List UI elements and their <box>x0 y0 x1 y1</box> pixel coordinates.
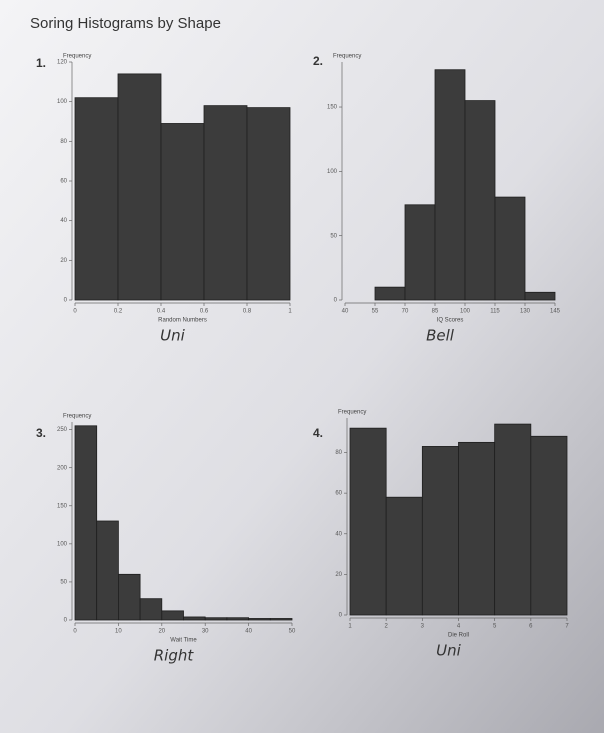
y-axis-label: Frequency <box>338 410 366 416</box>
y-tick-label: 200 <box>57 465 68 471</box>
y-tick-label: 20 <box>335 572 342 578</box>
x-tick-label: 55 <box>372 309 379 315</box>
y-tick-label: 150 <box>327 105 338 111</box>
bar <box>226 617 249 621</box>
y-tick-label: 0 <box>64 618 68 624</box>
x-axis-label: Die Roll <box>448 633 469 639</box>
bar <box>183 616 206 621</box>
x-tick-label: 100 <box>460 309 471 315</box>
y-tick-label: 0 <box>339 613 343 619</box>
bar <box>385 496 423 616</box>
bar <box>117 73 162 301</box>
y-tick-label: 0 <box>334 298 338 304</box>
chart-number: 1. <box>36 56 46 70</box>
x-tick-label: 0.2 <box>114 309 123 315</box>
bar <box>269 618 293 621</box>
bar <box>246 107 291 301</box>
bar <box>74 425 98 621</box>
x-axis-label: Wait Time <box>170 638 197 644</box>
x-tick-label: 1 <box>348 624 352 630</box>
x-tick-label: 0.8 <box>243 309 252 315</box>
y-tick-label: 80 <box>335 450 342 456</box>
bar <box>248 618 271 621</box>
x-tick-label: 20 <box>158 629 165 635</box>
x-tick-label: 0.6 <box>200 309 209 315</box>
bar <box>524 291 556 301</box>
x-tick-label: 1 <box>288 309 292 315</box>
y-tick-label: 100 <box>327 169 338 175</box>
bar <box>349 427 387 616</box>
x-tick-label: 0 <box>73 309 77 315</box>
x-tick-label: 2 <box>384 624 388 630</box>
y-tick-label: 120 <box>57 60 68 66</box>
handwritten-note: Bell <box>426 327 455 345</box>
y-tick-label: 60 <box>60 179 67 185</box>
x-axis-label: IQ Scores <box>437 318 464 324</box>
bar <box>160 123 205 301</box>
y-tick-label: 40 <box>335 531 342 537</box>
x-tick-label: 4 <box>457 624 461 630</box>
x-tick-label: 6 <box>529 624 533 630</box>
bar <box>203 105 248 301</box>
chart-number: 2. <box>313 54 323 68</box>
bar <box>74 97 119 301</box>
x-tick-label: 0.4 <box>157 309 166 315</box>
bar <box>96 520 119 621</box>
chart-number: 4. <box>313 426 323 440</box>
bar <box>530 435 568 616</box>
bar <box>434 69 466 301</box>
x-tick-label: 70 <box>402 309 409 315</box>
x-tick-label: 50 <box>289 629 296 635</box>
bar <box>118 573 141 621</box>
x-tick-label: 40 <box>342 309 349 315</box>
x-tick-label: 30 <box>202 629 209 635</box>
y-tick-label: 50 <box>60 580 67 586</box>
y-tick-label: 80 <box>60 139 67 145</box>
x-tick-label: 7 <box>565 624 569 630</box>
y-tick-label: 0 <box>64 298 68 304</box>
page-title: Soring Histograms by Shape <box>30 15 221 32</box>
bar <box>494 196 526 301</box>
bar <box>404 204 436 301</box>
y-axis-label: Frequency <box>63 54 91 60</box>
bar <box>139 598 163 621</box>
x-tick-label: 115 <box>490 309 500 315</box>
chart-number: 3. <box>36 426 46 440</box>
x-tick-label: 145 <box>550 309 561 315</box>
x-tick-label: 40 <box>245 629 252 635</box>
y-tick-label: 100 <box>57 99 68 105</box>
x-axis-label: Random Numbers <box>158 318 207 324</box>
handwritten-note: Uni <box>436 642 461 660</box>
y-axis-label: Frequency <box>333 54 361 60</box>
x-tick-label: 3 <box>421 624 425 630</box>
y-tick-label: 40 <box>60 218 67 224</box>
bar <box>161 610 184 621</box>
handwritten-note: Uni <box>160 327 185 345</box>
y-tick-label: 250 <box>57 427 68 433</box>
bar <box>494 423 532 616</box>
y-tick-label: 60 <box>335 491 342 497</box>
x-tick-label: 0 <box>73 629 77 635</box>
bar <box>374 286 406 301</box>
bar <box>458 441 496 616</box>
x-tick-label: 130 <box>520 309 531 315</box>
y-tick-label: 100 <box>57 541 68 547</box>
x-tick-label: 85 <box>432 309 439 315</box>
bar <box>421 446 459 616</box>
handwritten-note: Right <box>154 647 195 665</box>
bar <box>464 100 496 301</box>
y-tick-label: 150 <box>57 503 68 509</box>
y-axis-label: Frequency <box>63 414 91 420</box>
x-tick-label: 10 <box>115 629 122 635</box>
y-tick-label: 20 <box>60 258 67 264</box>
bar <box>204 617 228 621</box>
y-tick-label: 50 <box>330 233 337 239</box>
x-tick-label: 5 <box>493 624 497 630</box>
